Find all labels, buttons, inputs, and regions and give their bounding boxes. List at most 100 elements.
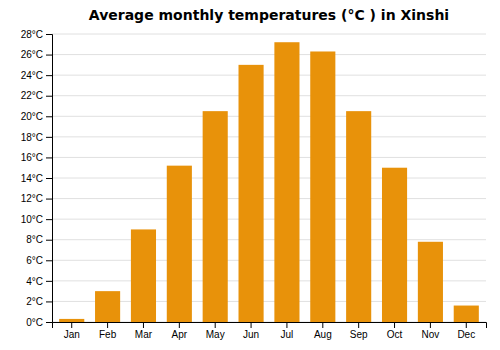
tick-mark — [46, 178, 52, 179]
axis-line — [53, 323, 487, 329]
bar — [418, 242, 443, 322]
tick: Sep — [350, 322, 368, 340]
tick-mark — [251, 322, 252, 328]
tick: 0°C — [26, 317, 52, 328]
tick-label: Jan — [64, 329, 80, 340]
tick: 8°C — [26, 234, 52, 245]
tick: Jan — [64, 322, 80, 340]
grid-line — [52, 95, 486, 96]
tick-label: 8°C — [26, 234, 43, 245]
bar — [310, 51, 335, 322]
chart-title: Average monthly temperatures (°C ) in Xi… — [89, 7, 449, 23]
bar — [274, 42, 299, 322]
grid-line — [52, 219, 486, 220]
tick-mark — [46, 260, 52, 261]
tick: 4°C — [26, 276, 52, 287]
tick-mark — [46, 55, 52, 56]
tick-label: 18°C — [21, 132, 43, 143]
bars — [59, 42, 479, 322]
tick-label: 10°C — [21, 214, 43, 225]
bar — [454, 306, 479, 322]
tick-label: 22°C — [21, 90, 43, 101]
grid-line — [52, 198, 486, 199]
tick-label: Feb — [99, 329, 117, 340]
tick-label: Jul — [281, 329, 294, 340]
tick-label: 20°C — [21, 111, 43, 122]
tick-label: Jun — [243, 329, 259, 340]
tick-label: Nov — [422, 329, 440, 340]
tick-label: Oct — [387, 329, 403, 340]
tick-label: 4°C — [26, 276, 43, 287]
tick: Nov — [422, 322, 440, 340]
tick-label: Dec — [457, 329, 475, 340]
bar — [131, 229, 156, 322]
tick: Mar — [135, 322, 153, 340]
tick: 24°C — [21, 70, 52, 81]
grid-line — [52, 239, 486, 240]
bar — [59, 319, 84, 322]
tick-mark — [46, 301, 52, 302]
tick-label: 0°C — [26, 317, 43, 328]
bar — [382, 168, 407, 322]
tick: 26°C — [21, 49, 52, 60]
bar — [203, 111, 228, 322]
tick-label: 26°C — [21, 49, 43, 60]
tick-mark — [286, 322, 287, 328]
tick-label: 2°C — [26, 296, 43, 307]
tick-mark — [46, 322, 52, 323]
tick-label: May — [206, 329, 225, 340]
tick-mark — [46, 137, 52, 138]
bar — [346, 111, 371, 322]
grid-line — [52, 178, 486, 179]
tick: 12°C — [21, 193, 52, 204]
tick-mark — [107, 322, 108, 328]
grid-line — [52, 116, 486, 117]
chart-container: Average monthly temperatures (°C ) in Xi… — [0, 0, 500, 350]
tick: 28°C — [21, 29, 52, 40]
x-axis: Jan Feb Mar Apr May Jun Jul Aug Sep Oct Nov Dec — [53, 322, 487, 340]
tick-mark — [46, 199, 52, 200]
tick-mark — [46, 281, 52, 282]
tick-mark — [46, 34, 52, 35]
tick: Oct — [387, 322, 403, 340]
tick-label: 28°C — [21, 29, 43, 40]
bar — [95, 291, 120, 322]
tick: 18°C — [21, 132, 52, 143]
grid — [52, 34, 486, 322]
y-axis: 0°C 2°C 4°C 6°C 8°C 10°C 12°C 14°C 16°C 18°C 20°C 2… — [21, 29, 53, 328]
tick: 14°C — [21, 173, 52, 184]
tick-label: 12°C — [21, 193, 43, 204]
tick-mark — [430, 322, 431, 328]
tick-mark — [46, 116, 52, 117]
grid-line — [52, 75, 486, 76]
tick-label: Sep — [350, 329, 368, 340]
grid-line — [52, 34, 486, 35]
tick: Aug — [314, 322, 332, 340]
tick: Apr — [172, 322, 188, 340]
tick-label: Apr — [172, 329, 188, 340]
bar — [239, 65, 264, 322]
tick: 10°C — [21, 214, 52, 225]
grid-line — [52, 136, 486, 137]
tick-label: Aug — [314, 329, 332, 340]
tick: 20°C — [21, 111, 52, 122]
tick-mark — [179, 322, 180, 328]
tick-label: Mar — [135, 329, 153, 340]
grid-line — [52, 157, 486, 158]
tick-label: 16°C — [21, 152, 43, 163]
tick-label: 6°C — [26, 255, 43, 266]
tick: 6°C — [26, 255, 52, 266]
tick: Jun — [243, 322, 259, 340]
grid-line — [52, 54, 486, 55]
bar — [167, 166, 192, 322]
tick: Feb — [99, 322, 117, 340]
tick-label: 14°C — [21, 173, 43, 184]
axis-line — [46, 35, 53, 323]
tick: 2°C — [26, 296, 52, 307]
tick-mark — [46, 157, 52, 158]
tick-mark — [46, 240, 52, 241]
tick-mark — [46, 75, 52, 76]
chart-svg: Average monthly temperatures (°C ) in Xi… — [0, 0, 500, 350]
tick: 16°C — [21, 152, 52, 163]
tick-mark — [46, 96, 52, 97]
